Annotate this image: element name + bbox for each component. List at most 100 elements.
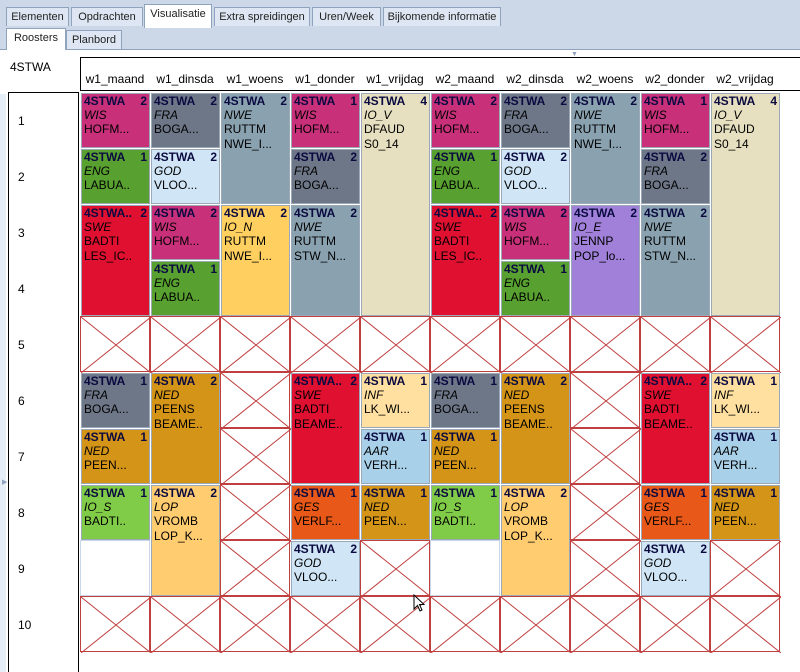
lesson-block[interactable]: 4STWA 1 NED PEEN... [361,485,430,540]
lesson-block[interactable]: 4STWA 1 NED PEEN... [81,429,150,484]
lesson-block[interactable]: 4STWA 2 NWE RUTTM STW_N... [641,205,710,316]
blocked-cell[interactable] [570,484,641,541]
blocked-cell[interactable] [150,316,221,373]
empty-cell[interactable] [430,540,500,596]
lesson-block[interactable]: 4STWA 2 WIS HOFM... [501,205,570,260]
lesson-block[interactable]: 4STWA 1 INF LK_WI... [361,373,430,428]
lesson-block[interactable]: 4STWA 1 IO_S BADTI.. [431,485,500,540]
blocked-cell[interactable] [220,428,291,485]
blocked-cell[interactable] [570,428,641,485]
blocked-cell[interactable] [150,596,221,653]
lesson-block[interactable]: 4STWA 2 NWE RUTTM NWE_I... [221,93,290,204]
blocked-cell[interactable] [710,540,781,597]
lesson-block[interactable]: 4STWA 1 ENG LABUA.. [431,149,500,204]
lesson-count: 4 [770,94,777,108]
lesson-class: 4STWA 1 [84,150,147,164]
blocked-cell[interactable] [220,596,291,653]
lesson-block[interactable]: 4STWA 1 FRA BOGA... [81,373,150,428]
lesson-block[interactable]: 4STWA 2 LOP VROMB LOP_K... [151,485,220,596]
blocked-cell[interactable] [360,316,431,373]
lesson-block[interactable]: 4STWA 1 IO_S BADTI.. [81,485,150,540]
blocked-cell[interactable] [80,316,151,373]
lesson-block[interactable]: 4STWA.. 2 SWE BADTI LES_IC.. [81,205,150,316]
lesson-block[interactable]: 4STWA 2 GOD VLOO... [151,149,220,204]
blocked-cell[interactable] [710,596,781,653]
expand-arrow-icon[interactable]: ▶ [2,479,8,486]
tab-elementen[interactable]: Elementen [6,7,69,26]
lesson-block[interactable]: 4STWA 1 FRA BOGA... [431,373,500,428]
lesson-block[interactable]: 4STWA.. 2 SWE BADTI BEAME.. [291,373,360,484]
lesson-block[interactable]: 4STWA 2 NED PEENS BEAME.. [501,373,570,484]
lesson-block[interactable]: 4STWA 2 FRA BOGA... [291,149,360,204]
lesson-block[interactable]: 4STWA 2 GOD VLOO... [641,541,710,596]
lesson-block[interactable]: 4STWA 1 WIS HOFM... [291,93,360,148]
blocked-cell[interactable] [80,596,151,653]
blocked-cell[interactable] [640,596,711,653]
lesson-block[interactable]: 4STWA 2 LOP VROMB LOP_K... [501,485,570,596]
blocked-cell[interactable] [500,316,571,373]
tab-opdrachten[interactable]: Opdrachten [71,7,143,26]
tab-extra-spreidingen[interactable]: Extra spreidingen [214,7,310,26]
tab-visualisatie[interactable]: Visualisatie [144,4,212,28]
lesson-block[interactable]: 4STWA 1 NED PEEN... [711,485,780,540]
lesson-block[interactable]: 4STWA 2 IO_E JENNP POP_lo... [571,205,640,316]
lesson-block[interactable]: 4STWA 2 IO_N RUTTM NWE_I... [221,205,290,316]
empty-cell[interactable] [80,540,150,596]
lesson-block[interactable]: 4STWA.. 2 SWE BADTI BEAME.. [641,373,710,484]
lesson-teacher: DFAUD [714,122,755,136]
lesson-block[interactable]: 4STWA 1 GES VERLF... [291,485,360,540]
lesson-block[interactable]: 4STWA 4 IO_V DFAUD S0_14 [361,93,430,316]
lesson-block[interactable]: 4STWA 2 NWE RUTTM NWE_I... [571,93,640,204]
blocked-cell[interactable] [710,316,781,373]
blocked-cell[interactable] [220,484,291,541]
lesson-block[interactable]: 4STWA 2 FRA BOGA... [501,93,570,148]
lesson-block[interactable]: 4STWA 1 AAR VERH... [361,429,430,484]
lesson-block[interactable]: 4STWA 1 ENG LABUA.. [81,149,150,204]
left-splitter[interactable] [0,94,6,672]
lesson-block[interactable]: 4STWA 1 GES VERLF... [641,485,710,540]
tab-roosters[interactable]: Roosters [6,28,66,50]
lesson-block[interactable]: 4STWA 1 ENG LABUA.. [501,261,570,316]
blocked-cell[interactable] [220,540,291,597]
blocked-cell[interactable] [290,316,361,373]
blocked-cell[interactable] [220,316,291,373]
blocked-cell[interactable] [430,316,501,373]
tab-uren-week[interactable]: Uren/Week [312,7,381,26]
blocked-cell[interactable] [430,596,501,653]
lesson-block[interactable]: 4STWA 2 FRA BOGA... [151,93,220,148]
blocked-cell[interactable] [570,316,641,373]
lesson-block[interactable]: 4STWA 1 AAR VERH... [711,429,780,484]
lesson-class: 4STWA 1 [364,430,427,444]
blocked-cell[interactable] [220,372,291,429]
blocked-cell[interactable] [290,596,361,653]
lesson-block[interactable]: 4STWA 1 ENG LABUA.. [151,261,220,316]
blocked-cell[interactable] [360,540,431,597]
blocked-cell[interactable] [570,540,641,597]
lesson-block[interactable]: 4STWA 2 WIS HOFM... [431,93,500,148]
lesson-block[interactable]: 4STWA 1 NED PEEN... [431,429,500,484]
lesson-class: 4STWA 1 [644,486,707,500]
lesson-class: 4STWA 1 [434,430,497,444]
blocked-cell[interactable] [640,316,711,373]
tab-planbord[interactable]: Planbord [66,30,122,49]
lesson-count: 2 [560,374,567,388]
blocked-cell[interactable] [570,596,641,653]
lesson-block[interactable]: 4STWA 2 WIS HOFM... [151,205,220,260]
blocked-cell[interactable] [570,372,641,429]
lesson-block[interactable]: 4STWA 2 FRA BOGA... [641,149,710,204]
lesson-block[interactable]: 4STWA 2 NED PEENS BEAME.. [151,373,220,484]
lesson-class: 4STWA 1 [84,486,147,500]
lesson-block[interactable]: 4STWA 2 GOD VLOO... [291,541,360,596]
class-name: 4STWA [10,60,51,74]
lesson-block[interactable]: 4STWA 2 WIS HOFM... [81,93,150,148]
tab-bijkomende-informatie[interactable]: Bijkomende informatie [383,7,501,26]
collapse-arrow-icon[interactable]: ▼ [571,51,578,58]
lesson-block[interactable]: 4STWA 1 WIS HOFM... [641,93,710,148]
lesson-block[interactable]: 4STWA 1 INF LK_WI... [711,373,780,428]
lesson-block[interactable]: 4STWA 2 NWE RUTTM STW_N... [291,205,360,316]
lesson-block[interactable]: 4STWA 4 IO_V DFAUD S0_14 [711,93,780,316]
lesson-block[interactable]: 4STWA.. 2 SWE BADTI LES_IC.. [431,205,500,316]
blocked-cell[interactable] [500,596,571,653]
lesson-block[interactable]: 4STWA 2 GOD VLOO... [501,149,570,204]
lesson-count: 2 [280,94,287,108]
